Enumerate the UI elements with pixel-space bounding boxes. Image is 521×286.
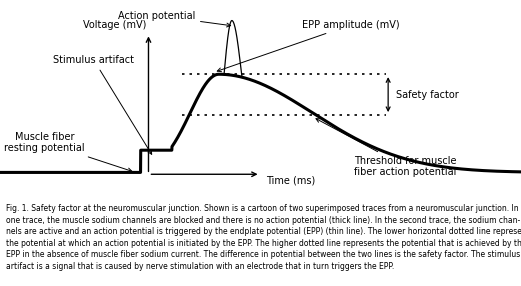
Text: Threshold for muscle
fiber action potential: Threshold for muscle fiber action potent… [316, 119, 457, 177]
Text: Time (ms): Time (ms) [266, 175, 315, 185]
Text: Voltage (mV): Voltage (mV) [82, 20, 146, 30]
Text: Safety factor: Safety factor [396, 90, 458, 100]
Text: Stimulus artifact: Stimulus artifact [53, 55, 152, 154]
Text: Muscle fiber
resting potential: Muscle fiber resting potential [4, 132, 132, 172]
Text: Fig. 1. Safety factor at the neuromuscular junction. Shown is a cartoon of two s: Fig. 1. Safety factor at the neuromuscul… [6, 204, 521, 271]
Text: EPP amplitude (mV): EPP amplitude (mV) [217, 20, 400, 72]
Text: Action potential: Action potential [118, 11, 231, 27]
